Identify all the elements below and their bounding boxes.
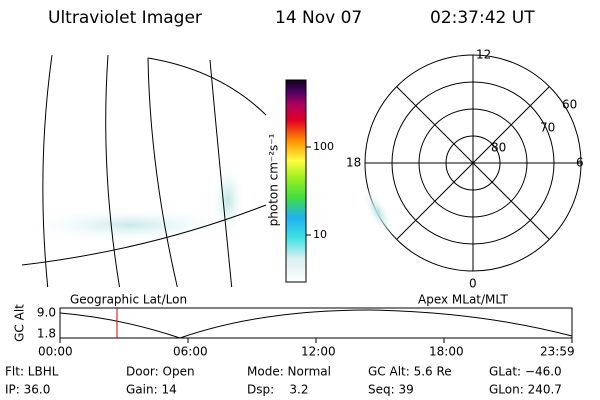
info-field: Mode: Normal [247,365,331,379]
info-field: GLon: 240.7 [489,383,562,397]
altitude-axis-label: GC Alt [13,304,27,342]
mlat-label: 60 [562,98,577,112]
altitude-plot [59,307,573,339]
altitude-tick-label: 9.0 [37,306,56,320]
info-field: IP: 36.0 [5,383,50,397]
mlat-label: 70 [540,121,555,135]
altitude-curve [59,309,573,339]
mlt-label: 18 [346,156,361,170]
mlt-label: 12 [476,48,491,62]
mlt-label: 6 [576,156,584,170]
colorbar-tick-label: 10 [313,228,327,241]
time-tick-label: 06:00 [173,345,208,359]
title: Ultraviolet Imager [48,8,202,28]
map-label: Geographic Lat/Lon [70,293,187,307]
date: 14 Nov 07 [275,8,362,28]
info-field: Flt: LBHL [5,365,59,379]
time-tick-label: 18:00 [429,345,464,359]
colorbar-label: photon cm⁻²s⁻¹ [267,133,281,226]
info-field: Door: Open [126,365,195,379]
altitude-tick-label: 1.8 [37,327,56,341]
mlt-label: 0 [469,277,477,291]
polar-label: Apex MLat/MLT [418,293,508,307]
mlat-label: 80 [491,141,506,155]
time-tick-label: 23:59 [540,345,575,359]
info-field: Dsp: 3.2 [247,383,309,397]
info-field: GC Alt: 5.6 Re [368,365,452,379]
polar-grid [361,54,582,272]
colorbar-tick-label: 100 [313,140,334,153]
colorbar [285,79,307,283]
info-field: GLat: −46.0 [489,365,562,379]
time-tick-label: 12:00 [301,345,336,359]
info-field: Gain: 14 [126,383,177,397]
time: 02:37:42 UT [430,8,535,28]
info-field: Seq: 39 [368,383,414,397]
time-tick-label: 00:00 [38,345,73,359]
map [20,55,267,287]
